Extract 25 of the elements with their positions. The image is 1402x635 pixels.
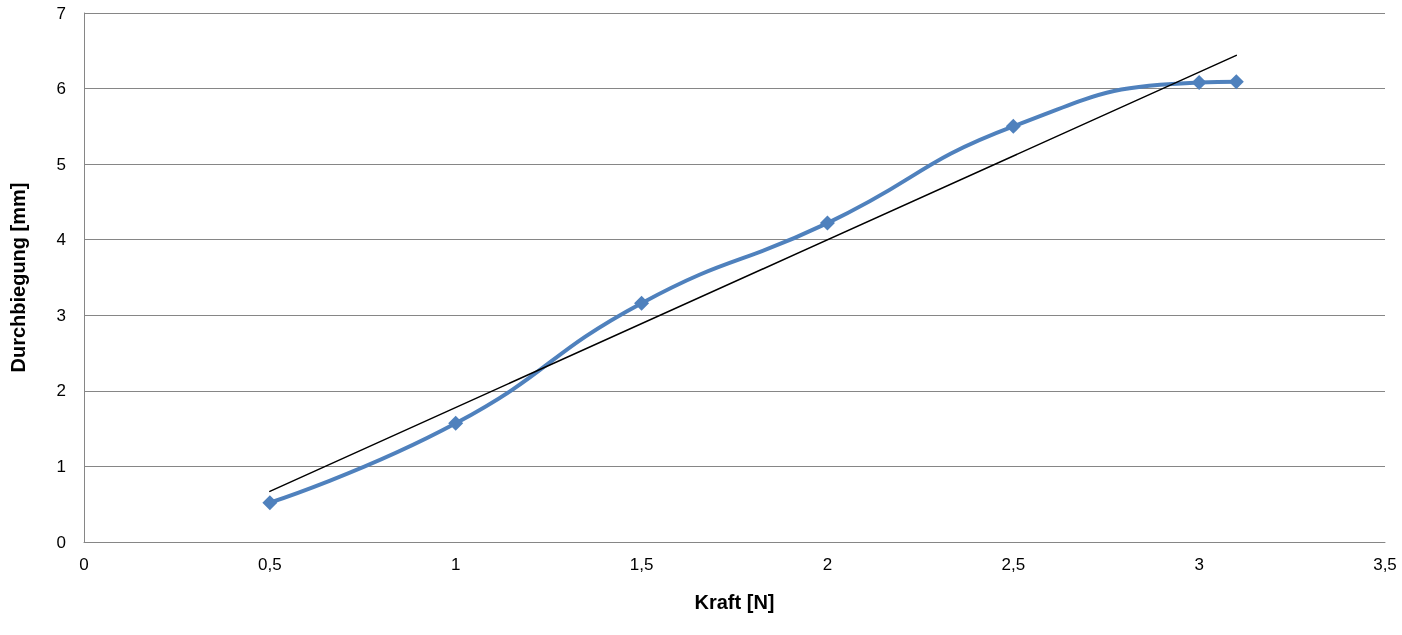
- point: [819, 215, 835, 231]
- y-tick-label: 3: [56, 305, 66, 325]
- y-tick-label: 7: [56, 3, 66, 23]
- y-tick-label: 4: [56, 230, 66, 250]
- x-tick-label: 3: [1194, 555, 1204, 574]
- x-tick-label: 1,5: [629, 555, 654, 574]
- point: [634, 295, 650, 311]
- y-tick-label: 2: [56, 381, 66, 401]
- point: [1191, 75, 1207, 91]
- y-tick-label: 0: [56, 532, 66, 552]
- x-tick-label: 2,5: [1001, 555, 1026, 574]
- x-tick-label: 0,5: [258, 555, 282, 574]
- x-tick-label: 0: [79, 555, 89, 574]
- x-tick-label: 3,5: [1373, 555, 1397, 574]
- x-tick-label: 1: [450, 555, 461, 574]
- y-tick-label: 1: [56, 456, 66, 476]
- point: [448, 415, 464, 431]
- y-axis-title: Durchbiegung [mm]: [7, 182, 29, 373]
- point: [1005, 118, 1021, 134]
- x-axis-title: Kraft [N]: [694, 591, 775, 613]
- y-tick-label: 6: [56, 79, 66, 99]
- y-tick-label: 5: [56, 154, 66, 174]
- x-tick-label: 2: [822, 555, 833, 574]
- point: [262, 495, 278, 511]
- point: [1228, 74, 1244, 90]
